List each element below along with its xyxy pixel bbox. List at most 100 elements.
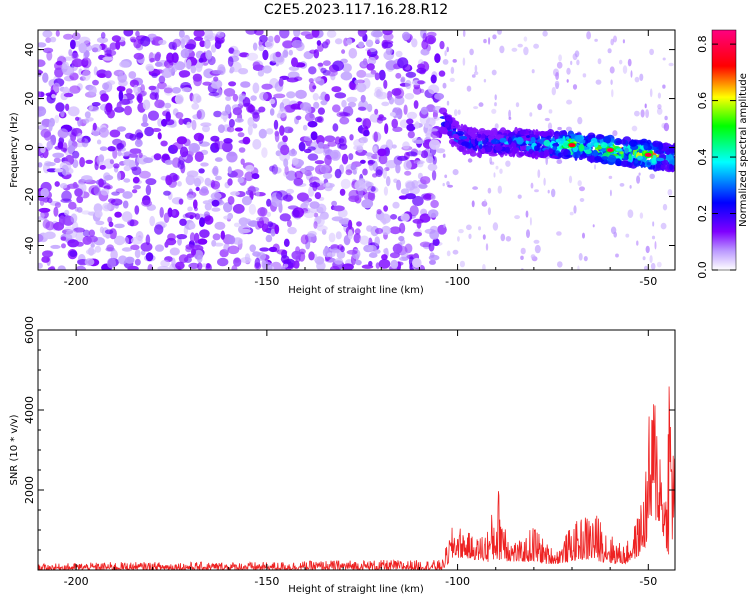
noise-blob: [193, 199, 198, 209]
noise-blob: [163, 190, 171, 196]
x-tick-label: -50: [639, 575, 657, 588]
noise-blob: [185, 244, 195, 250]
noise-blob: [383, 248, 388, 255]
noise-blob: [478, 102, 484, 107]
noise-blob: [147, 264, 154, 270]
noise-blob: [360, 94, 366, 103]
snr-y-label: SNR (10 * v/v): [9, 414, 20, 485]
noise-blob: [45, 37, 52, 43]
noise-blob: [526, 229, 530, 239]
noise-blob: [279, 125, 285, 136]
noise-blob: [656, 107, 663, 115]
noise-blob: [421, 39, 429, 50]
noise-blob: [230, 191, 240, 196]
noise-blob: [619, 183, 625, 187]
y-tick-label: 0: [23, 144, 36, 151]
noise-blob: [113, 163, 120, 169]
noise-blob: [245, 30, 257, 35]
noise-blob: [594, 38, 598, 42]
noise-blob: [185, 174, 195, 186]
noise-blob: [200, 122, 212, 127]
noise-blob: [314, 116, 323, 123]
noise-blob: [383, 205, 388, 212]
noise-blob: [556, 61, 563, 69]
snr-ticks: -200 -150 -100 -50 2000 4000 6000: [23, 316, 675, 588]
noise-blob: [186, 194, 194, 201]
noise-blob: [139, 90, 147, 97]
noise-blob: [355, 259, 362, 266]
noise-blob: [639, 212, 644, 219]
noise-blob: [257, 70, 265, 77]
noise-blob: [424, 123, 430, 128]
noise-blob: [50, 244, 61, 249]
signal-blob: [593, 142, 599, 148]
noise-blob: [382, 168, 387, 179]
signal-blob: [528, 148, 533, 155]
noise-blob: [195, 186, 200, 192]
noise-blob: [138, 170, 151, 179]
noise-blob: [365, 47, 377, 53]
noise-blob: [360, 60, 368, 68]
noise-blob: [485, 243, 489, 251]
noise-blob: [197, 238, 208, 245]
signal-blob: [518, 151, 525, 156]
y-tick-label: 20: [23, 92, 36, 106]
noise-blob: [310, 131, 318, 141]
noise-blob: [46, 51, 53, 61]
signal-blob: [601, 156, 609, 161]
noise-blob: [630, 70, 633, 78]
noise-blob: [491, 69, 497, 76]
noise-blob: [328, 232, 336, 243]
noise-blob: [340, 178, 351, 189]
noise-blob: [135, 30, 140, 37]
noise-blob: [638, 172, 641, 176]
signal-blob: [446, 116, 452, 122]
noise-blob: [411, 38, 418, 48]
signal-blob: [444, 121, 450, 128]
noise-blob: [492, 222, 499, 231]
noise-blob: [191, 93, 201, 104]
noise-blob: [313, 77, 322, 82]
noise-blob: [308, 78, 314, 83]
noise-blob: [330, 149, 341, 161]
noise-blob: [662, 203, 668, 211]
signal-blob: [481, 148, 486, 154]
noise-blob: [430, 194, 436, 200]
spectrogram-marks: [38, 30, 675, 270]
noise-blob: [62, 61, 69, 70]
noise-blob: [395, 72, 402, 79]
noise-blob: [517, 194, 522, 199]
noise-blob: [542, 30, 548, 37]
noise-blob: [91, 102, 101, 107]
noise-blob: [374, 72, 380, 81]
noise-blob: [99, 226, 104, 234]
noise-blob: [168, 65, 175, 73]
noise-blob: [405, 71, 417, 78]
noise-blob: [99, 164, 106, 170]
noise-blob: [42, 72, 49, 83]
noise-blob: [199, 229, 210, 239]
noise-blob: [654, 241, 657, 250]
noise-blob: [395, 50, 403, 58]
noise-blob: [534, 244, 541, 254]
noise-blob: [262, 49, 269, 61]
noise-blob: [361, 199, 374, 209]
noise-blob: [140, 36, 151, 47]
noise-blob: [176, 136, 188, 145]
noise-blob: [237, 132, 245, 138]
noise-blob: [257, 207, 268, 217]
noise-blob: [466, 85, 472, 92]
noise-blob: [252, 251, 261, 257]
noise-blob: [373, 131, 378, 143]
signal-blob: [460, 123, 464, 132]
noise-blob: [204, 39, 211, 49]
noise-blob: [136, 95, 141, 102]
noise-blob: [190, 65, 197, 74]
noise-blob: [409, 205, 419, 217]
colorbar-ticks: 0.0 0.2 0.4 0.6 0.8: [696, 35, 736, 279]
noise-blob: [154, 53, 161, 62]
noise-blob: [327, 140, 337, 147]
noise-blob: [61, 243, 66, 249]
noise-blob: [164, 102, 172, 109]
